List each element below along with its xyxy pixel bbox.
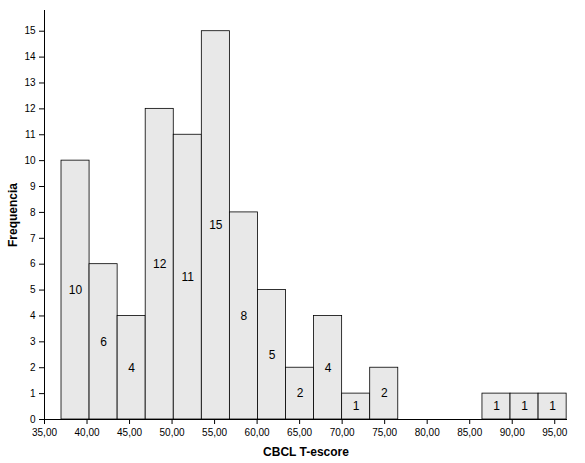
svg-text:0: 0 xyxy=(30,414,36,425)
svg-text:55,00: 55,00 xyxy=(202,427,227,438)
svg-text:65,00: 65,00 xyxy=(287,427,312,438)
svg-text:40,00: 40,00 xyxy=(75,427,100,438)
svg-text:Frequencia: Frequencia xyxy=(6,183,20,247)
svg-text:3: 3 xyxy=(30,336,36,347)
svg-text:2: 2 xyxy=(30,362,36,373)
svg-text:60,00: 60,00 xyxy=(245,427,270,438)
svg-text:8: 8 xyxy=(30,207,36,218)
svg-text:2: 2 xyxy=(297,386,304,400)
svg-text:1: 1 xyxy=(353,399,360,413)
svg-text:75,00: 75,00 xyxy=(372,427,397,438)
svg-text:9: 9 xyxy=(30,181,36,192)
svg-text:50,00: 50,00 xyxy=(160,427,185,438)
svg-text:7: 7 xyxy=(30,232,36,243)
svg-text:70,00: 70,00 xyxy=(330,427,355,438)
svg-text:95,00: 95,00 xyxy=(542,427,567,438)
svg-text:6: 6 xyxy=(100,335,107,349)
svg-text:5: 5 xyxy=(30,284,36,295)
svg-text:45,00: 45,00 xyxy=(117,427,142,438)
svg-text:80,00: 80,00 xyxy=(415,427,440,438)
svg-text:2: 2 xyxy=(381,386,388,400)
svg-text:6: 6 xyxy=(30,258,36,269)
svg-text:4: 4 xyxy=(128,361,135,375)
svg-text:1: 1 xyxy=(549,399,556,413)
svg-text:10: 10 xyxy=(24,155,36,166)
svg-text:12: 12 xyxy=(153,257,167,271)
svg-text:4: 4 xyxy=(30,310,36,321)
svg-text:15: 15 xyxy=(24,25,36,36)
svg-text:5: 5 xyxy=(269,348,276,362)
svg-text:14: 14 xyxy=(24,51,36,62)
svg-text:11: 11 xyxy=(182,270,195,284)
svg-text:85,00: 85,00 xyxy=(457,427,482,438)
svg-text:CBCL T-escore: CBCL T-escore xyxy=(263,445,349,459)
svg-text:4: 4 xyxy=(325,361,332,375)
svg-text:13: 13 xyxy=(24,77,36,88)
svg-text:15: 15 xyxy=(209,218,223,232)
svg-text:8: 8 xyxy=(241,309,248,323)
svg-text:90,00: 90,00 xyxy=(500,427,525,438)
svg-text:10: 10 xyxy=(69,283,83,297)
svg-text:1: 1 xyxy=(521,399,528,413)
svg-text:12: 12 xyxy=(24,103,36,114)
svg-text:1: 1 xyxy=(493,399,500,413)
svg-text:1: 1 xyxy=(30,388,36,399)
svg-text:35,00: 35,00 xyxy=(32,427,57,438)
svg-text:11: 11 xyxy=(25,129,36,140)
